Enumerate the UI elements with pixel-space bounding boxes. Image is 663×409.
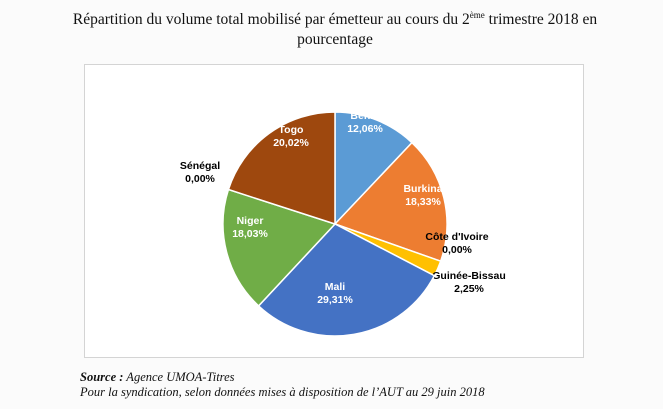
slice-label-senegal: Sénégal 0,00% — [180, 160, 220, 185]
pie-slice-burkina — [333, 141, 448, 263]
chart-frame: Bénin 12,06% Burkina 18,33% Côte d'Ivoire 0,0… — [84, 64, 584, 358]
slice-name-benin: Bénin — [350, 110, 379, 122]
slice-label-guinee-bissau: Guinée-Bissau 2,25% — [432, 270, 506, 295]
slice-label-niger: Niger 18,03% — [232, 215, 268, 240]
slice-name-guinee-bissau: Guinée-Bissau — [432, 270, 506, 282]
slice-value-senegal: 0,00% — [185, 173, 215, 185]
slice-label-burkina: Burkina 18,33% — [403, 183, 442, 208]
chart-title: Répartition du volume total mobilisé par… — [30, 10, 640, 50]
title-text: Répartition du volume total mobilisé par… — [72, 11, 470, 28]
pie-slice-benin — [334, 111, 414, 226]
slice-name-cote-d-ivoire: Côte d'Ivoire — [425, 231, 488, 243]
source-text: Agence UMOA-Titres — [123, 370, 235, 384]
slice-value-niger: 18,03% — [232, 228, 268, 240]
slice-name-mali: Mali — [325, 281, 346, 293]
slice-label-cote-d-ivoire: Côte d'Ivoire 0,00% — [425, 231, 488, 256]
title-superscript: ème — [469, 10, 485, 20]
slice-value-cote-d-ivoire: 0,00% — [442, 244, 472, 256]
slice-value-burkina: 18,33% — [405, 196, 441, 208]
title-text-end: trimestre 2018 en — [484, 11, 598, 28]
pie-slice-niger — [222, 188, 337, 307]
slice-value-mali: 29,31% — [317, 294, 353, 306]
pie-chart: Bénin 12,06%Burkina 18,33%Côte d'Ivoire 0,0… — [180, 110, 506, 337]
slice-value-togo: 20,02% — [273, 137, 309, 149]
slice-name-burkina: Burkina — [403, 183, 442, 195]
slice-name-senegal: Sénégal — [180, 160, 220, 172]
slice-name-niger: Niger — [237, 215, 264, 227]
slice-label-mali: Mali 29,31% — [317, 281, 353, 306]
pie-slice-togo — [227, 111, 336, 226]
source-label: Source : — [80, 370, 124, 384]
slice-value-benin: 12,06% — [347, 123, 383, 135]
source-footnote: Pour la syndication, selon données mises… — [80, 385, 485, 399]
slice-name-togo: Togo — [279, 124, 304, 136]
slice-label-togo: Togo 20,02% — [273, 124, 309, 149]
pie-slice-mali — [257, 223, 436, 337]
source-note: Source : Agence UMOA-Titres Pour la synd… — [80, 370, 485, 400]
slice-label-benin: Bénin 12,06% — [347, 110, 383, 135]
title-line2: pourcentage — [297, 31, 373, 48]
slice-value-guinee-bissau: 2,25% — [454, 283, 484, 295]
